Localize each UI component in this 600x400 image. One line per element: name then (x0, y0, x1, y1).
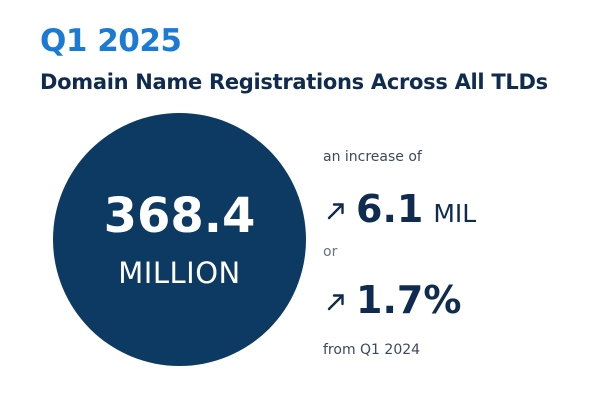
connector-text: or (323, 244, 338, 260)
percent-change-value: 1.7% (356, 278, 462, 322)
total-unit: MILLION (118, 256, 241, 290)
absolute-change-unit: MIL (433, 199, 477, 228)
total-value: 368.4 (103, 188, 256, 244)
absolute-change: 6.1 MIL (326, 190, 476, 228)
page-subtitle: Domain Name Registrations Across All TLD… (40, 70, 548, 94)
absolute-change-value: 6.1 (356, 187, 424, 231)
arrow-up-right-icon (327, 203, 344, 220)
page-title: Q1 2025 (40, 23, 182, 59)
total-circle (53, 113, 306, 366)
arrow-up-right-icon (327, 294, 344, 311)
percent-change: 1.7% (326, 281, 461, 319)
increase-intro: an increase of (323, 149, 422, 165)
comparison-period: from Q1 2024 (323, 342, 421, 358)
